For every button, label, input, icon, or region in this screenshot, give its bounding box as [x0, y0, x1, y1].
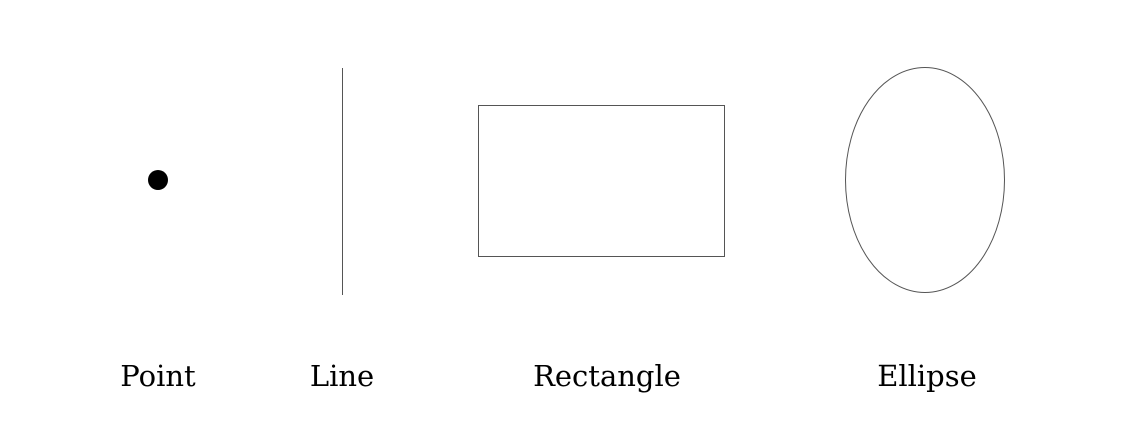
point-shape	[148, 170, 168, 190]
point-label: Point	[120, 359, 196, 393]
rectangle-shape	[478, 105, 725, 257]
ellipse-label: Ellipse	[877, 359, 977, 393]
ellipse-shape	[845, 67, 1005, 293]
line-label: Line	[310, 359, 374, 393]
rectangle-label: Rectangle	[533, 359, 681, 393]
